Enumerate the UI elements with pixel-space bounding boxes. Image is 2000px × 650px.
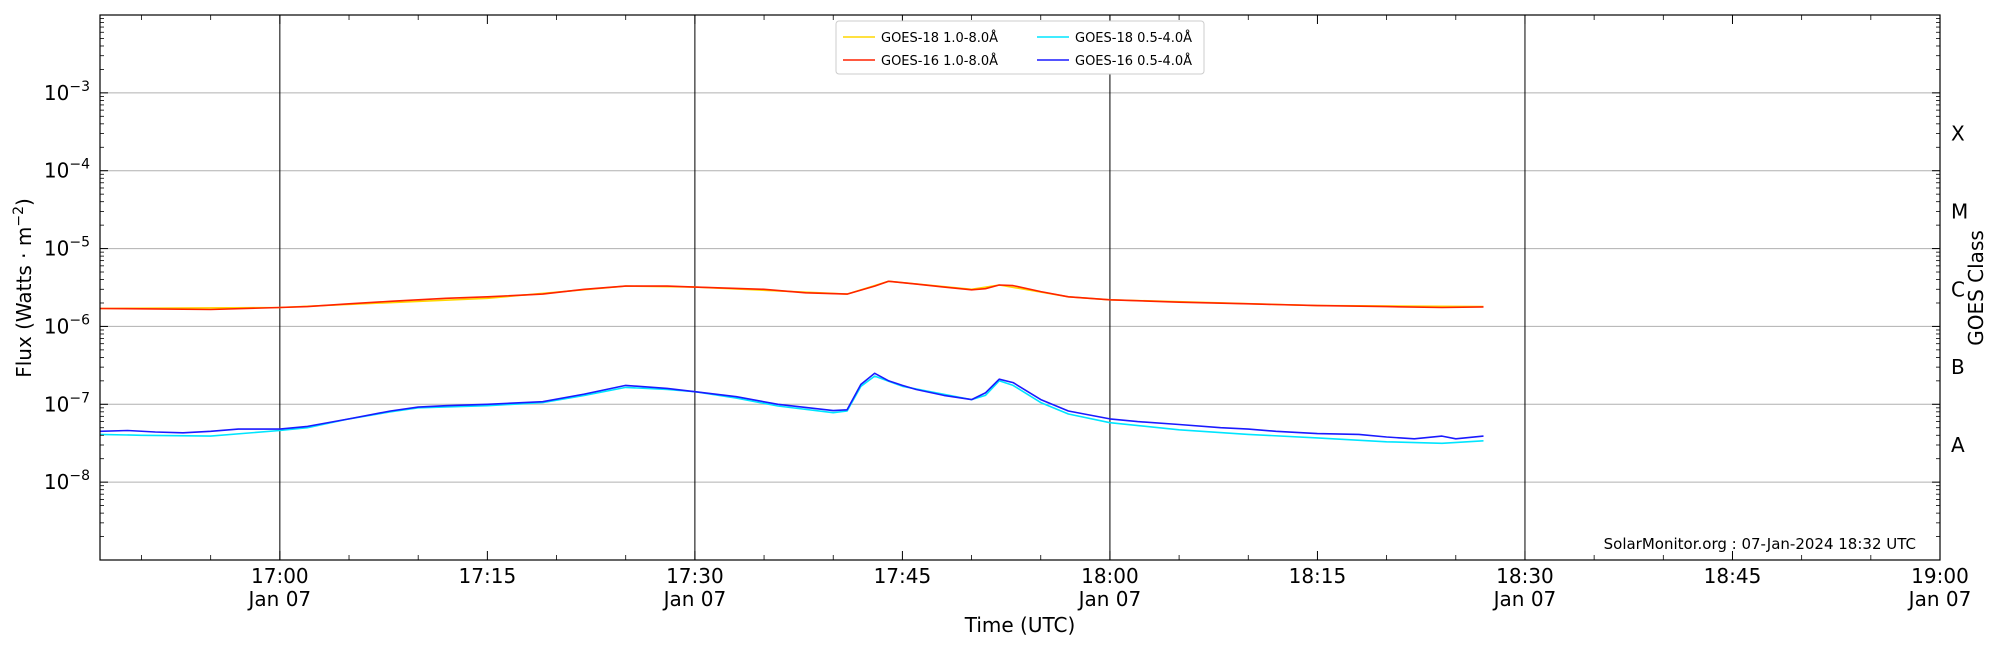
- goes-class-label: B: [1951, 355, 1965, 379]
- y-tick-label: 10−6: [44, 312, 90, 338]
- y-tick-base: 10: [44, 314, 69, 338]
- goes-class-label: C: [1951, 277, 1965, 301]
- x-tick-date-label: Jan 07: [1077, 587, 1142, 611]
- plot-frame: [99, 14, 1941, 561]
- series-lines: [99, 280, 1484, 445]
- legend-label: GOES-16 1.0-8.0Å: [881, 53, 998, 69]
- y-tick-label: 10−5: [44, 235, 90, 261]
- credit-text: SolarMonitor.org : 07-Jan-2024 18:32 UTC: [1604, 535, 1916, 553]
- legend-label: GOES-18 0.5-4.0Å: [1075, 30, 1192, 46]
- y-tick-base: 10: [44, 392, 69, 416]
- y-tick-label: 10−3: [44, 79, 90, 105]
- y-axis-title-exponent: −2: [11, 206, 27, 227]
- y-tick-label: 10−8: [44, 468, 90, 494]
- goes-class-label: M: [1951, 199, 1968, 223]
- x-axis-title: Time (UTC): [964, 613, 1076, 637]
- y-axis-ticks: 10−810−710−610−510−410−3: [44, 18, 1940, 537]
- y-axis-title: Flux (Watts · m−2): [11, 198, 36, 378]
- y-tick-label: 10−4: [44, 157, 90, 183]
- y-tick-base: 10: [44, 237, 69, 261]
- legend-label: GOES-18 1.0-8.0Å: [881, 30, 998, 46]
- x-tick-label: 17:00: [251, 564, 309, 588]
- right-axis-title: GOES Class: [1964, 230, 1988, 346]
- goes-class-labels: X M C B A: [1951, 122, 1968, 457]
- x-tick-label: 18:00: [1081, 564, 1139, 588]
- x-tick-date-label: Jan 07: [662, 587, 727, 611]
- y-tick-base: 10: [44, 81, 69, 105]
- y-axis-title-main: Flux (Watts · m: [12, 227, 36, 378]
- series-line-4: [99, 372, 1484, 440]
- grid-lines: [100, 92, 1940, 483]
- goes-class-label: X: [1951, 122, 1965, 146]
- day-vertical-lines: [279, 15, 1526, 560]
- y-tick-exponent: −6: [69, 312, 90, 328]
- y-tick-base: 10: [44, 159, 69, 183]
- legend-box: [835, 20, 1205, 75]
- series-line-2: [99, 280, 1484, 311]
- x-tick-label: 17:30: [666, 564, 724, 588]
- y-tick-exponent: −8: [69, 468, 90, 484]
- y-tick-label: 10−7: [44, 390, 90, 416]
- x-tick-date-label: Jan 07: [247, 587, 312, 611]
- x-tick-label: 17:45: [874, 564, 932, 588]
- legend: GOES-18 1.0-8.0Å GOES-16 1.0-8.0Å GOES-18 …: [835, 20, 1205, 75]
- y-tick-base: 10: [44, 470, 69, 494]
- y-tick-exponent: −7: [69, 390, 90, 406]
- x-tick-label: 18:30: [1496, 564, 1554, 588]
- y-tick-exponent: −3: [69, 79, 90, 95]
- x-tick-label: 17:15: [459, 564, 517, 588]
- y-tick-exponent: −5: [69, 235, 90, 251]
- x-tick-date-label: Jan 07: [1907, 587, 1972, 611]
- x-tick-label: 18:45: [1704, 564, 1762, 588]
- x-tick-label: 19:00: [1911, 564, 1969, 588]
- legend-label: GOES-16 0.5-4.0Å: [1075, 53, 1192, 69]
- y-tick-exponent: −4: [69, 157, 90, 173]
- goes-class-label: A: [1951, 433, 1965, 457]
- y-axis-title-close: ): [12, 198, 36, 206]
- x-tick-date-label: Jan 07: [1492, 587, 1557, 611]
- x-tick-label: 18:15: [1289, 564, 1347, 588]
